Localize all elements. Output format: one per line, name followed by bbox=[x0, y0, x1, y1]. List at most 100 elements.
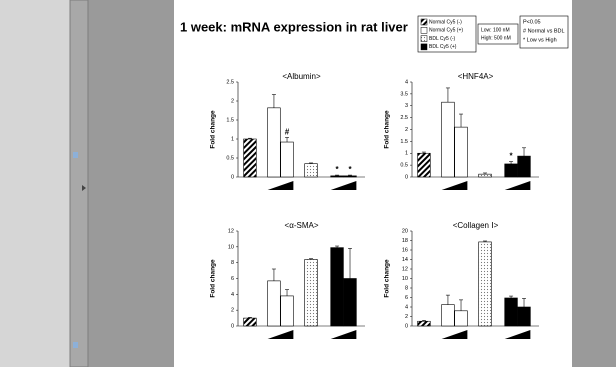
expand-arrow[interactable] bbox=[82, 185, 86, 191]
chart-title: <α-SMA> bbox=[285, 221, 319, 230]
chart-title: <Albumin> bbox=[282, 72, 321, 81]
y-tick-label: 4 bbox=[231, 292, 234, 298]
y-tick-label: 4 bbox=[405, 304, 408, 310]
dose-wedge bbox=[504, 181, 531, 190]
bar bbox=[504, 297, 518, 327]
bar bbox=[417, 320, 431, 327]
panel-splitter[interactable] bbox=[69, 0, 89, 368]
dose-wedge bbox=[441, 330, 468, 339]
significance-mark: * bbox=[509, 152, 513, 161]
dose-label: Low: 100 nM bbox=[481, 27, 510, 33]
legend-swatch bbox=[420, 43, 428, 51]
legend-swatch bbox=[420, 27, 428, 34]
bar bbox=[517, 155, 531, 178]
bar bbox=[454, 126, 468, 178]
bar bbox=[280, 141, 294, 178]
y-tick-label: 1.5 bbox=[400, 139, 408, 145]
bar bbox=[280, 295, 294, 327]
y-tick-label: 8 bbox=[405, 285, 408, 291]
y-tick-label: 0 bbox=[405, 323, 408, 329]
y-tick-label: 14 bbox=[402, 257, 408, 263]
y-tick-label: 10 bbox=[402, 276, 408, 282]
bar bbox=[478, 241, 492, 327]
chart: <α-SMA> Fold change 0 2 4 6 8 10 12 bbox=[210, 221, 365, 339]
y-tick-label: 0 bbox=[231, 174, 234, 180]
chart: <Collagen Ⅰ> Fold change 0 2 4 6 8 10 12 14 16 18 20 bbox=[384, 221, 539, 339]
y-tick-label: 0 bbox=[231, 323, 234, 329]
legend-swatch bbox=[420, 35, 428, 42]
y-tick-label: 2 bbox=[231, 308, 234, 314]
chart: <Albumin> Fold change 0 0.5 1 1.5 2 2.5 # * * bbox=[210, 72, 365, 190]
y-tick-label: 16 bbox=[402, 247, 408, 253]
y-tick-label: 1 bbox=[231, 136, 234, 142]
y-tick-label: 8 bbox=[231, 260, 234, 266]
legend-swatch bbox=[420, 18, 428, 26]
significance-box bbox=[519, 15, 569, 49]
bar bbox=[243, 317, 257, 327]
chart: <HNF4A> Fold change 0 0.5 1 1.5 2 2.5 3 3.5 4 * bbox=[384, 72, 539, 190]
y-tick-label: 2 bbox=[405, 127, 408, 133]
y-tick-label: 3.5 bbox=[400, 91, 408, 97]
y-axis-label: Fold change bbox=[384, 259, 391, 298]
legend-label: Normal Cy5 (+) bbox=[429, 28, 463, 34]
dose-wedge bbox=[267, 181, 294, 190]
legend: Normal Cy5 (-) Normal Cy5 (+) BDL Cy5 (-) B… bbox=[417, 15, 569, 53]
dose-label: High: 500 nM bbox=[481, 35, 511, 41]
legend-label: BDL Cy5 (-) bbox=[429, 36, 456, 42]
bar bbox=[343, 278, 357, 327]
y-tick-label: 2.5 bbox=[226, 79, 234, 85]
legend-label: Normal Cy5 (-) bbox=[429, 19, 462, 25]
significance-label: * Low vs High bbox=[523, 37, 557, 43]
dose-wedge bbox=[441, 181, 468, 190]
chart-title: <Collagen Ⅰ> bbox=[453, 221, 499, 230]
bar bbox=[504, 163, 518, 178]
significance-label: P<0.05 bbox=[523, 19, 541, 25]
y-tick-label: 0.5 bbox=[226, 155, 234, 161]
y-tick-label: 0.5 bbox=[400, 163, 408, 169]
bar bbox=[441, 101, 455, 178]
y-tick-label: 12 bbox=[228, 228, 234, 234]
bar bbox=[243, 138, 257, 178]
legend-label: BDL Cy5 (+) bbox=[429, 44, 457, 50]
y-tick-label: 18 bbox=[402, 238, 408, 244]
bar bbox=[478, 173, 492, 178]
legend-box bbox=[417, 15, 477, 53]
dose-wedge bbox=[330, 181, 357, 190]
significance-mark: * bbox=[335, 165, 339, 174]
scroll-marker[interactable] bbox=[73, 342, 78, 348]
y-tick-label: 6 bbox=[405, 295, 408, 301]
y-tick-label: 0 bbox=[405, 174, 408, 180]
dose-wedge bbox=[504, 330, 531, 339]
y-tick-label: 2 bbox=[231, 98, 234, 104]
bar bbox=[267, 280, 281, 327]
y-tick-label: 3 bbox=[405, 103, 408, 109]
y-axis-label: Fold change bbox=[210, 110, 217, 149]
y-tick-label: 2 bbox=[405, 314, 408, 320]
bar bbox=[304, 163, 318, 178]
y-tick-label: 20 bbox=[402, 228, 408, 234]
bar bbox=[330, 175, 344, 178]
significance-label: # Normal vs BDL bbox=[523, 28, 565, 34]
y-tick-label: 2.5 bbox=[400, 115, 408, 121]
dose-wedge bbox=[267, 330, 294, 339]
y-axis-label: Fold change bbox=[210, 259, 217, 298]
page-title: 1 week: mRNA expression in rat liver bbox=[180, 19, 408, 34]
dose-box bbox=[477, 23, 519, 45]
y-tick-label: 4 bbox=[405, 79, 408, 85]
bar bbox=[517, 306, 531, 327]
bar bbox=[304, 259, 318, 327]
bar bbox=[343, 175, 357, 178]
scroll-marker[interactable] bbox=[73, 152, 78, 158]
y-tick-label: 12 bbox=[402, 266, 408, 272]
y-tick-label: 6 bbox=[231, 276, 234, 282]
bar bbox=[267, 107, 281, 178]
y-tick-label: 1.5 bbox=[226, 117, 234, 123]
bar bbox=[454, 310, 468, 327]
bar bbox=[417, 152, 431, 178]
bar bbox=[330, 247, 344, 327]
chart-title: <HNF4A> bbox=[458, 72, 494, 81]
y-tick-label: 1 bbox=[405, 151, 408, 157]
bar bbox=[441, 304, 455, 327]
